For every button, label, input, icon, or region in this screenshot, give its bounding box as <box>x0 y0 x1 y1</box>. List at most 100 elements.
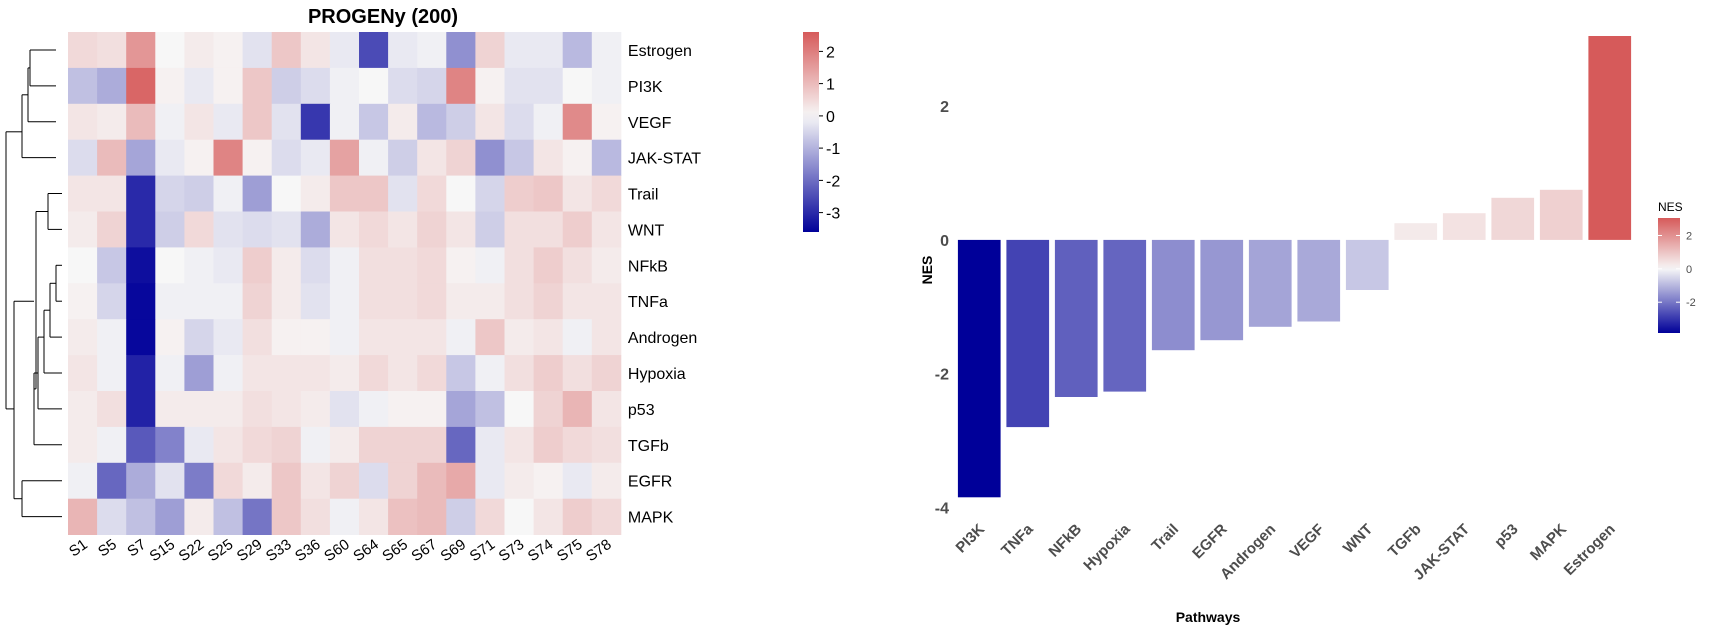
heatmap-column-label: S74 <box>525 536 557 565</box>
heatmap-cell <box>300 247 331 284</box>
bar <box>1151 239 1195 351</box>
heatmap-cells <box>68 32 622 535</box>
heatmap-cell <box>242 355 273 392</box>
heatmap-cell <box>533 462 564 500</box>
heatmap-color-legend: 2 1 0 -1 -2 -3 <box>803 32 840 232</box>
heatmap-cell <box>359 426 389 464</box>
nes-legend-title: NES <box>1658 200 1683 214</box>
heatmap-row-labels: Estrogen PI3K VEGF JAK-STAT Trail WNT NFkB TNFa… <box>628 43 701 527</box>
heatmap-cell <box>242 283 273 320</box>
heatmap-cell <box>184 283 214 320</box>
heatmap-cell <box>126 462 156 500</box>
heatmap-cell <box>126 355 156 392</box>
heatmap-cell <box>213 426 243 464</box>
heatmap-cell <box>184 67 214 105</box>
bar-x-tick-label: Estrogen <box>1561 521 1619 579</box>
heatmap-cell <box>359 32 389 69</box>
heatmap-cell <box>504 175 534 212</box>
heatmap-cell <box>68 319 98 356</box>
heatmap-cell <box>271 211 302 248</box>
heatmap-cell <box>562 283 593 320</box>
heatmap-cell <box>446 175 476 212</box>
heatmap-row-label: PI3K <box>628 79 663 96</box>
heatmap-cell <box>388 462 418 500</box>
heatmap-cell <box>155 391 185 428</box>
heatmap-cell <box>271 391 302 428</box>
heatmap-cell <box>475 247 505 284</box>
heatmap-cell <box>271 283 302 320</box>
heatmap-cell <box>504 426 534 464</box>
heatmap-cell <box>417 498 447 535</box>
heatmap-cell <box>562 426 593 464</box>
heatmap-cell <box>591 175 622 212</box>
nes-legend-tick-label: 2 <box>1686 231 1692 243</box>
heatmap-column-label: S1 <box>66 536 91 560</box>
bar-x-tick-label: PI3K <box>953 521 989 557</box>
heatmap-cell <box>300 139 331 176</box>
heatmap-cell <box>329 283 360 320</box>
heatmap-row-label: p53 <box>628 402 655 419</box>
heatmap-cell <box>97 498 127 535</box>
bar-x-tick-label: MAPK <box>1527 521 1570 564</box>
heatmap-cell <box>329 103 360 141</box>
heatmap-cell <box>155 498 185 535</box>
heatmap-column-label: S64 <box>350 536 382 565</box>
heatmap-cell <box>591 498 622 535</box>
heatmap-legend-tick-label: -2 <box>826 173 840 190</box>
heatmap-column-label: S67 <box>408 536 440 565</box>
heatmap-cell <box>475 211 505 248</box>
heatmap-cell <box>155 426 185 464</box>
heatmap-cell <box>417 426 447 464</box>
heatmap-cell <box>184 175 214 212</box>
heatmap-cell <box>97 355 127 392</box>
bar <box>957 239 1001 498</box>
heatmap-row-label: Estrogen <box>628 43 692 60</box>
heatmap-cell <box>155 32 185 69</box>
heatmap-column-label: S65 <box>379 536 411 565</box>
heatmap-cell <box>184 319 214 356</box>
heatmap-cell <box>126 391 156 428</box>
heatmap-cell <box>475 355 505 392</box>
heatmap-cell <box>359 175 389 212</box>
heatmap-row-label: EGFR <box>628 474 672 491</box>
heatmap-cell <box>68 462 98 500</box>
heatmap-cell <box>446 32 476 69</box>
heatmap-cell <box>359 67 389 105</box>
heatmap-cell <box>213 462 243 500</box>
heatmap-row-label: JAK-STAT <box>628 151 701 168</box>
bar-chart-axes: 2 0 -2 -4 <box>935 99 949 517</box>
heatmap-cell <box>388 67 418 105</box>
heatmap-cell <box>388 391 418 428</box>
heatmap-cell <box>533 139 564 176</box>
heatmap-cell <box>242 426 273 464</box>
heatmap-cell <box>533 175 564 212</box>
heatmap-row-label: MAPK <box>628 510 674 527</box>
heatmap-cell <box>591 67 622 105</box>
heatmap-cell <box>562 211 593 248</box>
heatmap-cell <box>329 67 360 105</box>
heatmap-cell <box>533 67 564 105</box>
heatmap-cell <box>97 247 127 284</box>
heatmap-cell <box>388 32 418 69</box>
bar-y-tick-label: 2 <box>940 99 949 116</box>
heatmap-cell <box>388 247 418 284</box>
heatmap-column-label: S36 <box>292 536 324 565</box>
heatmap-cell <box>591 391 622 428</box>
heatmap-cell <box>300 391 331 428</box>
heatmap-column-label: S5 <box>95 536 120 560</box>
heatmap-cell <box>68 498 98 535</box>
heatmap-cell <box>329 498 360 535</box>
bar-x-tick-label: Trail <box>1148 521 1182 555</box>
heatmap-cell <box>446 462 476 500</box>
heatmap-column-labels: S1 S5 S7S15S22S25S29S33S36S60S64S65S67S69S… <box>66 536 615 565</box>
heatmap-cell <box>242 32 273 69</box>
heatmap-cell <box>359 103 389 141</box>
heatmap-cell <box>562 462 593 500</box>
heatmap-cell <box>329 175 360 212</box>
heatmap-cell <box>184 211 214 248</box>
heatmap-cell <box>126 319 156 356</box>
heatmap-cell <box>359 462 389 500</box>
heatmap-cell <box>475 462 505 500</box>
heatmap-cell <box>329 426 360 464</box>
